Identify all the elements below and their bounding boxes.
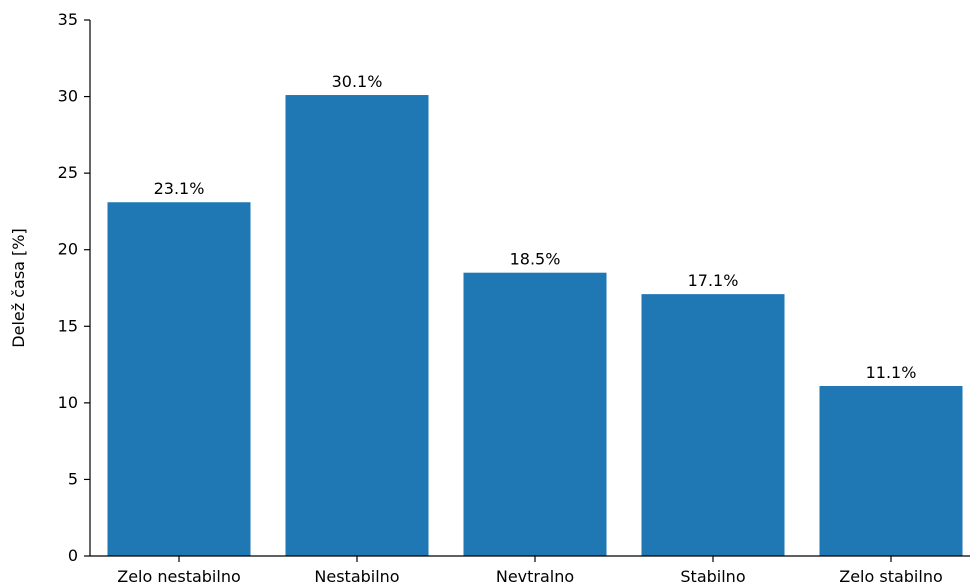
y-tick-label-3: 15 [58,316,78,335]
data-label-2: 30.1% [332,72,383,91]
y-tick-label-2: 10 [58,393,78,412]
bar-5 [819,386,963,556]
data-label-4: 17.1% [688,271,739,290]
bar-2 [285,95,429,556]
data-label-5: 11.1% [866,363,917,382]
x-tick-label-2: Nestabilno [314,567,399,586]
y-axis-title: Delež časa [%] [9,228,28,347]
bar-4 [641,294,785,556]
y-tick-label-1: 5 [68,469,78,488]
y-tick-label-4: 20 [58,240,78,259]
x-tick-label-1: Zelo nestabilno [117,567,241,586]
bar-1 [107,202,251,557]
data-label-1: 23.1% [154,179,205,198]
y-tick-label-5: 25 [58,163,78,182]
bars-layer [107,95,963,557]
axes-layer: Zelo nestabilno Nestabilno Nevtralno Stabil… [58,10,970,586]
bar-3 [463,272,607,556]
data-label-3: 18.5% [510,250,561,269]
x-tick-label-4: Stabilno [680,567,745,586]
y-tick-label-0: 0 [68,546,78,565]
x-tick-label-5: Zelo stabilno [839,567,943,586]
x-tick-label-3: Nevtralno [496,567,574,586]
y-tick-label-6: 30 [58,87,78,106]
y-tick-label-7: 35 [58,10,78,29]
data-labels-layer: 23.1% 30.1% 18.5% 17.1% 11.1% [154,72,917,382]
